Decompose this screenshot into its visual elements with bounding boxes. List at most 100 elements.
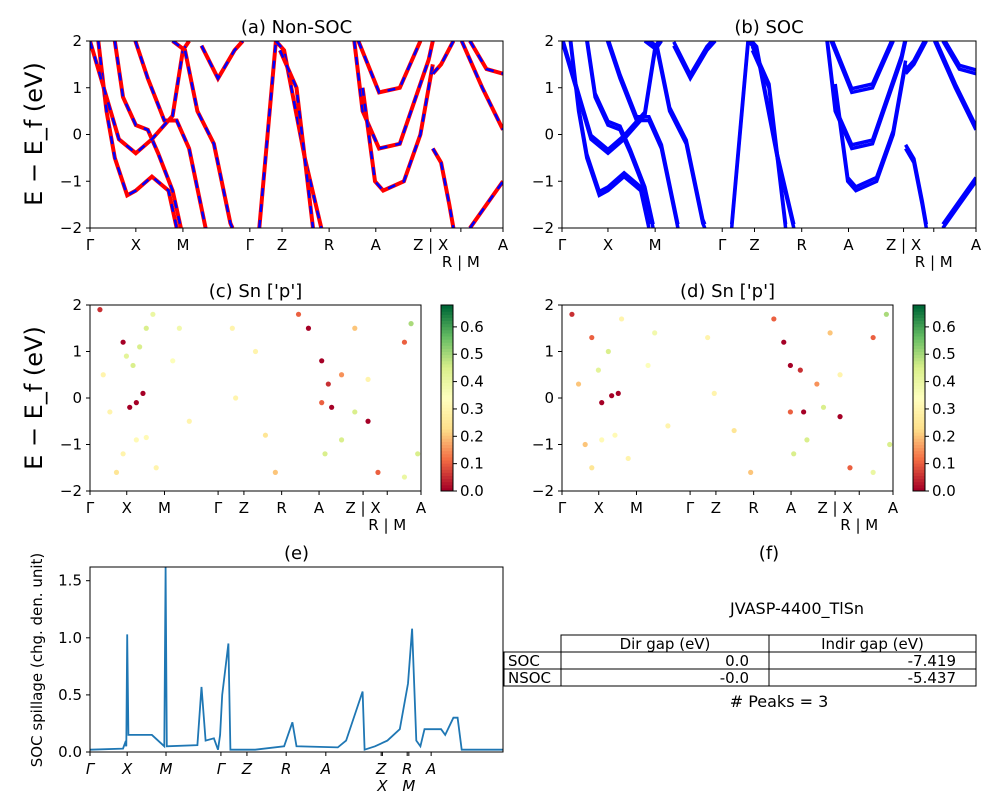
colorbar-segment	[913, 450, 925, 455]
colorbar-segment	[441, 435, 453, 439]
x-tick-label: Z | X	[345, 499, 380, 517]
band-soc	[729, 41, 750, 225]
colorbar-segment	[913, 419, 925, 424]
scatter-point	[229, 325, 235, 331]
plot-frame	[89, 304, 422, 492]
band-soc-dashed	[460, 41, 503, 131]
colorbar-segment	[441, 481, 453, 486]
colorbar-segment	[441, 487, 453, 492]
scatter-point	[589, 465, 595, 471]
colorbar-segment	[913, 370, 925, 374]
colorbar-segment	[441, 391, 453, 396]
x-tick-label: R	[402, 760, 412, 778]
table-header: Indir gap (eV)	[821, 635, 924, 653]
scatter-point	[870, 469, 876, 475]
x-tick-label: R | M	[915, 253, 953, 271]
colorbar-segment	[441, 460, 453, 464]
colorbar-segment	[441, 469, 453, 473]
x-tick-label: R	[796, 236, 806, 254]
band-soc	[904, 143, 929, 225]
band-soc	[672, 41, 715, 79]
colorbar-segment	[441, 311, 453, 315]
scatter-points	[97, 307, 421, 480]
scatter-point	[120, 339, 126, 345]
colorbar-segment	[913, 329, 925, 334]
scatter-point	[787, 409, 793, 415]
table-cell-text: -0.0	[720, 669, 749, 687]
band-soc-dashed	[357, 41, 422, 94]
band-soc	[750, 45, 788, 225]
scatter-point	[319, 358, 325, 364]
scatter-point	[820, 404, 827, 410]
band-soc-dashed	[134, 41, 207, 228]
scatter-point	[365, 376, 371, 382]
colorbar-tick-label: 0.5	[460, 345, 484, 363]
x-tick-label: Γ	[246, 236, 255, 254]
table-cell-text: NSOC	[508, 669, 551, 687]
x-tick-label: R	[748, 499, 758, 517]
scatter-point	[870, 334, 876, 341]
colorbar-tick-label: 0.4	[460, 373, 484, 391]
scatter-point	[143, 434, 149, 441]
scatter-point	[615, 390, 621, 396]
colorbar-segment	[913, 373, 925, 377]
x-tick-label: X	[131, 236, 141, 254]
scatter-point	[814, 381, 820, 387]
colorbar-tick-label: 0.2	[460, 427, 484, 445]
colorbar-segment	[913, 432, 925, 436]
colorbar-segment	[913, 404, 925, 408]
scatter-point	[401, 339, 408, 345]
scatter-point	[804, 437, 810, 443]
x-tick-label: R | M	[442, 253, 480, 271]
scatter-point	[153, 465, 159, 471]
colorbar-tick-label: 0.6	[460, 318, 484, 336]
colorbar-segment	[913, 475, 925, 480]
x-tick-label: Z	[711, 499, 721, 517]
x-tick-label: Γ	[558, 499, 567, 517]
scatter-point	[329, 404, 335, 410]
scatter-point	[120, 451, 126, 457]
colorbar-segment	[441, 453, 453, 458]
colorbar-segment	[441, 320, 453, 325]
scatter-point	[338, 372, 345, 378]
band-soc-dashed	[97, 41, 178, 228]
band-soc	[585, 41, 655, 225]
colorbar-segment	[913, 357, 925, 362]
colorbar-segment	[913, 385, 925, 390]
colorbar-segment	[913, 367, 925, 371]
scatter-point	[338, 437, 345, 443]
x-tick-label: A	[843, 236, 854, 254]
colorbar-segment	[913, 429, 925, 433]
y-tick-label: 2	[544, 32, 554, 50]
colorbar-segment	[913, 472, 925, 476]
band-soc-dashed	[278, 49, 315, 228]
band-nonsoc	[278, 49, 315, 228]
x-tick-label: X	[594, 499, 604, 517]
colorbar-segment	[441, 326, 453, 331]
scatter-point	[771, 316, 777, 322]
scatter-point	[319, 400, 325, 406]
panel-f: (f) JVASP-4400_TlSn Dir gap (eV) Indir gap …	[503, 543, 977, 711]
band-soc	[830, 41, 894, 91]
table-header: Dir gap (eV)	[620, 635, 711, 653]
colorbar-segment	[441, 336, 453, 340]
x-tick-label: A	[425, 760, 436, 778]
y-axis-label: SOC spillage (chg. den. unit)	[28, 553, 46, 768]
colorbar-segment	[441, 425, 453, 430]
colorbar-segment	[441, 339, 453, 343]
colorbar-segment	[913, 398, 925, 402]
scatter-point	[170, 358, 176, 364]
scatter-point	[415, 451, 421, 457]
scatter-point	[665, 423, 671, 429]
scatter-point	[375, 469, 381, 475]
colorbar-segment	[441, 332, 453, 337]
band-nonsoc	[468, 180, 503, 228]
x-tick-label: A	[888, 499, 899, 517]
colorbar-segment	[913, 441, 925, 445]
colorbar-segment	[913, 487, 925, 492]
colorbar-segment	[913, 345, 925, 349]
colorbar-segment	[441, 317, 453, 321]
colorbar-segment	[441, 475, 453, 480]
colorbar-segment	[913, 444, 925, 449]
